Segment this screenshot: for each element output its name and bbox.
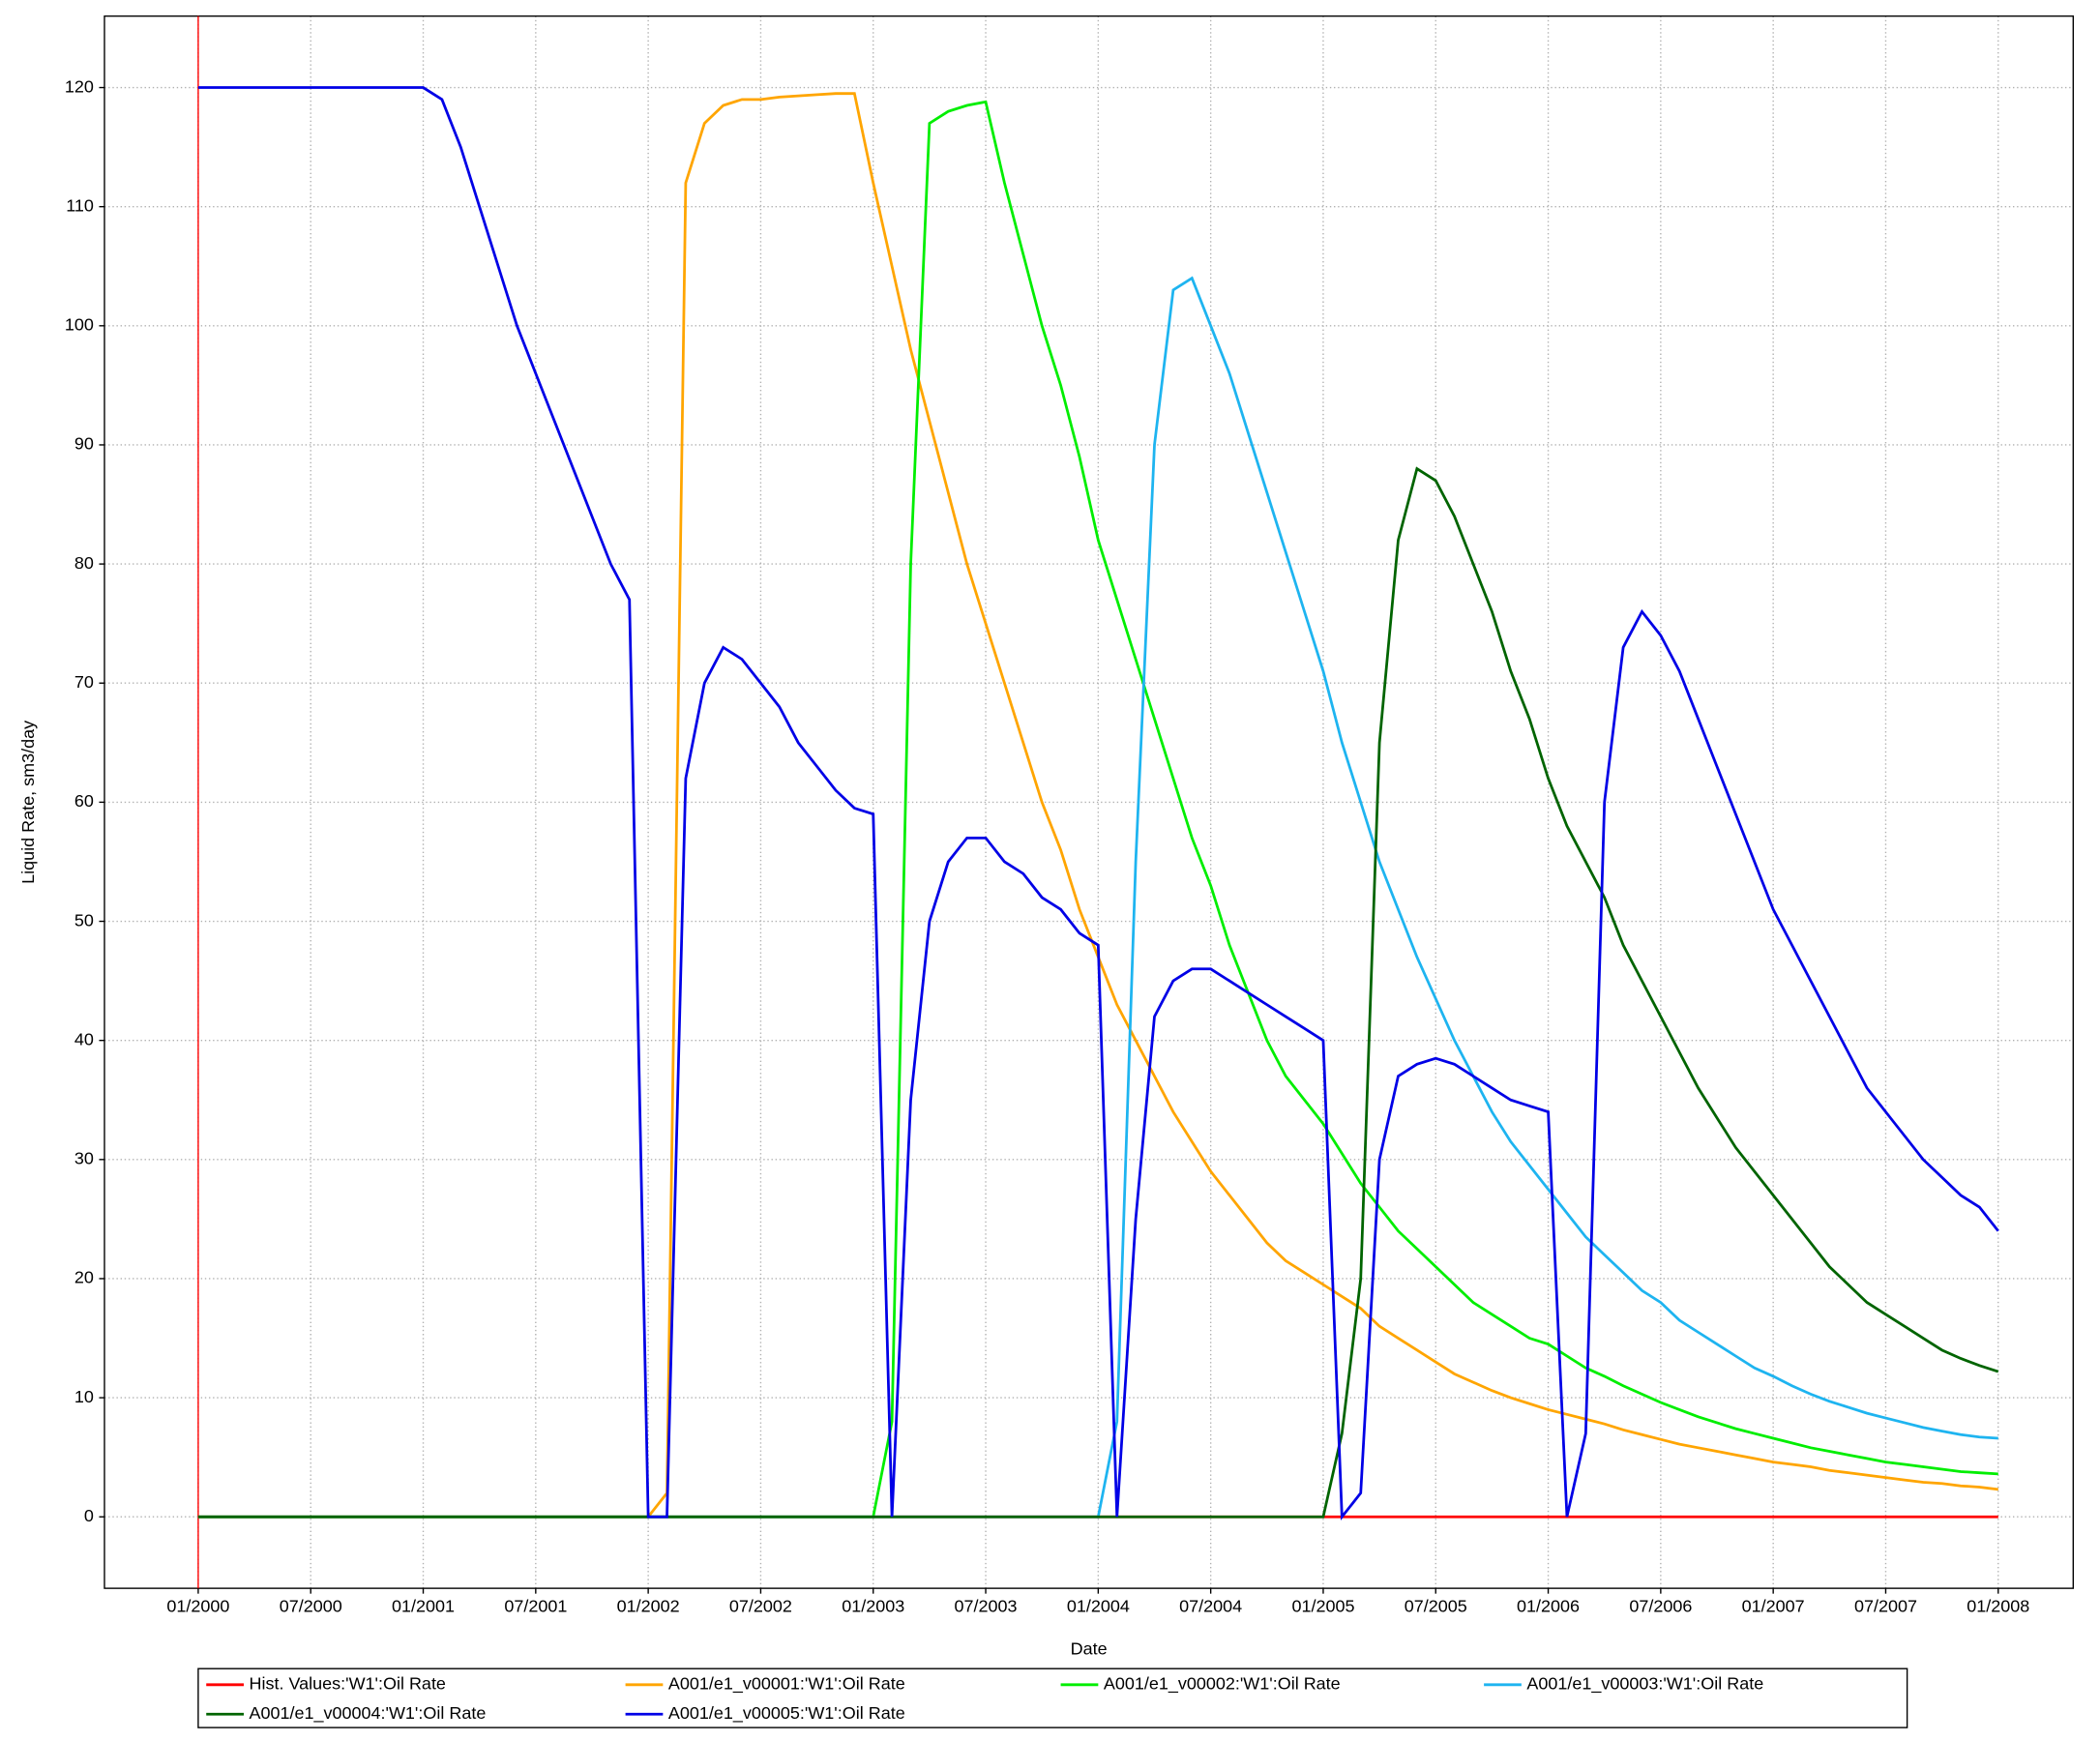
legend-box bbox=[197, 1667, 1908, 1728]
legend-label: A001/e1_v00001:'W1':Oil Rate bbox=[668, 1674, 905, 1695]
x-tick-label: 01/2007 bbox=[1742, 1596, 1805, 1615]
x-tick-label: 07/2002 bbox=[729, 1596, 792, 1615]
y-tick-label: 90 bbox=[74, 434, 94, 454]
y-tick-label: 30 bbox=[74, 1149, 94, 1168]
x-tick-label: 01/2003 bbox=[842, 1596, 904, 1615]
y-axis-label: Liquid Rate, sm3/day bbox=[18, 721, 38, 884]
legend-label: A001/e1_v00004:'W1':Oil Rate bbox=[250, 1703, 487, 1724]
y-tick-label: 20 bbox=[74, 1268, 94, 1287]
x-axis-label: Date bbox=[1071, 1639, 1108, 1659]
x-tick-label: 01/2000 bbox=[166, 1596, 229, 1615]
legend-label: A001/e1_v00005:'W1':Oil Rate bbox=[668, 1703, 905, 1724]
data-line bbox=[197, 466, 1999, 1519]
legend-label: A001/e1_v00002:'W1':Oil Rate bbox=[1104, 1674, 1341, 1695]
y-tick-label: 70 bbox=[74, 672, 94, 692]
x-tick-label: 07/2005 bbox=[1405, 1596, 1467, 1615]
y-tick-label: 60 bbox=[74, 791, 94, 811]
y-tick-label: 40 bbox=[74, 1029, 94, 1048]
plot-area bbox=[104, 15, 2074, 1589]
y-tick-label: 100 bbox=[65, 315, 94, 335]
data-line bbox=[197, 86, 1999, 1521]
x-tick-label: 07/2007 bbox=[1854, 1596, 1917, 1615]
x-tick-label: 07/2004 bbox=[1179, 1596, 1242, 1615]
y-tick-label: 50 bbox=[74, 910, 94, 930]
x-tick-label: 07/2000 bbox=[280, 1596, 342, 1615]
y-tick-label: 80 bbox=[74, 553, 94, 573]
x-tick-label: 01/2001 bbox=[392, 1596, 455, 1615]
x-tick-label: 07/2001 bbox=[504, 1596, 567, 1615]
legend-label: A001/e1_v00003:'W1':Oil Rate bbox=[1526, 1674, 1763, 1695]
y-tick-label: 0 bbox=[84, 1506, 94, 1525]
plot-frame bbox=[104, 15, 2075, 1589]
x-tick-label: 01/2004 bbox=[1067, 1596, 1130, 1615]
legend-label: Hist. Values:'W1':Oil Rate bbox=[250, 1674, 446, 1694]
x-tick-label: 07/2006 bbox=[1629, 1596, 1692, 1615]
y-tick-label: 110 bbox=[66, 195, 94, 215]
x-tick-label: 01/2002 bbox=[617, 1596, 680, 1615]
y-tick-label: 10 bbox=[74, 1387, 94, 1406]
y-tick-label: 120 bbox=[65, 76, 94, 96]
x-tick-label: 07/2003 bbox=[955, 1596, 1018, 1615]
x-tick-label: 01/2006 bbox=[1517, 1596, 1580, 1615]
x-tick-label: 01/2005 bbox=[1291, 1596, 1354, 1615]
x-tick-label: 01/2008 bbox=[1967, 1596, 2029, 1615]
